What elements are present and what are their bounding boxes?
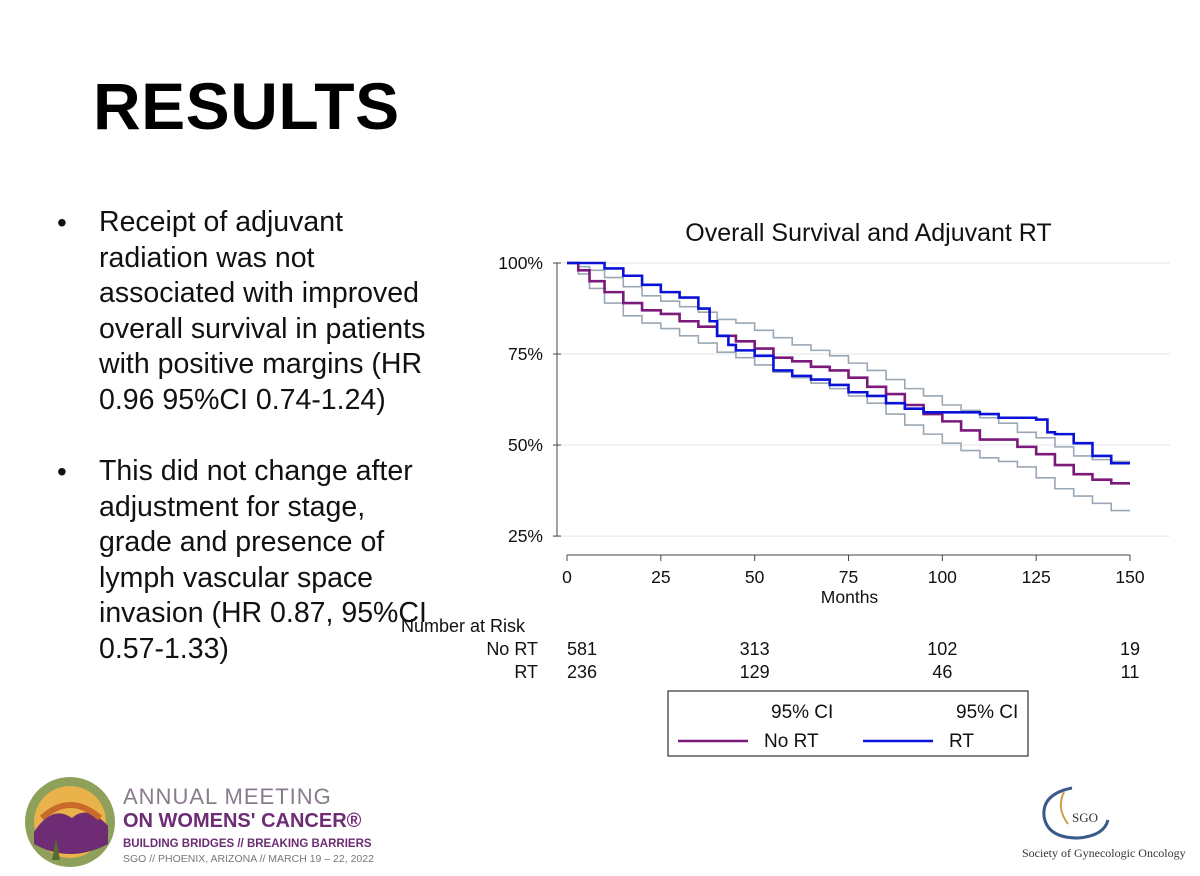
ci-lower-line (567, 262, 1130, 512)
x-tick-label: 150 (1115, 567, 1144, 587)
legend-label: RT (949, 731, 974, 752)
x-axis-label: Months (821, 587, 879, 607)
bullet-list: • Receipt of adjuvant radiation was not … (55, 205, 435, 703)
legend-ci-label: 95% CI (956, 702, 1018, 723)
sgo-logo: SGO (1020, 780, 1190, 870)
risk-value: 236 (567, 662, 597, 682)
risk-value: 313 (740, 639, 770, 659)
x-tick-label: 25 (651, 567, 670, 587)
legend-label: No RT (764, 731, 819, 752)
x-tick-label: 0 (562, 567, 572, 587)
x-tick-label: 100 (928, 567, 957, 587)
sgo-emblem-icon: SGO (1042, 786, 1110, 840)
survival-chart: Overall Survival and Adjuvant RT 100% 75% 5… (380, 205, 1170, 765)
bullet-text: Receipt of adjuvant radiation was not as… (99, 206, 426, 416)
meeting-line2: ON WOMENS' CANCER® (123, 810, 362, 832)
meeting-line3: BUILDING BRIDGES // BREAKING BARRIERS (123, 838, 372, 850)
bullet-text: This did not change after adjustment for… (99, 455, 427, 665)
bullet-dot-icon: • (57, 207, 67, 238)
meeting-line1: ANNUAL MEETING (123, 784, 332, 809)
sgo-abbrev: SGO (1072, 810, 1098, 825)
bullet-item: • Receipt of adjuvant radiation was not … (55, 205, 435, 418)
meeting-logo (22, 774, 362, 870)
risk-value: 102 (927, 639, 957, 659)
bullet-dot-icon: • (57, 456, 67, 487)
meeting-emblem-icon (25, 777, 115, 867)
y-tick-label: 75% (508, 344, 543, 364)
x-tick-label: 75 (839, 567, 858, 587)
risk-value: 129 (740, 662, 770, 682)
meeting-line4: SGO // PHOENIX, ARIZONA // MARCH 19 – 22… (123, 853, 374, 865)
y-tick-label: 50% (508, 435, 543, 455)
y-tick-label: 25% (508, 526, 543, 546)
y-tick-label: 100% (498, 253, 543, 273)
risk-table-label: Number at Risk (401, 616, 526, 636)
chart-title: Overall Survival and Adjuvant RT (685, 219, 1051, 247)
ci-upper-line (567, 262, 1130, 463)
survival-chart-svg: Overall Survival and Adjuvant RT 100% 75% 5… (401, 219, 1170, 757)
risk-value: 19 (1120, 639, 1140, 659)
risk-value: 11 (1121, 662, 1140, 682)
bullet-item: • This did not change after adjustment f… (55, 454, 435, 667)
sgo-name: Society of Gynecologic Oncology (1022, 846, 1186, 860)
risk-row-name: No RT (486, 639, 538, 659)
series-line-no-rt (567, 261, 1130, 485)
risk-row-name: RT (514, 662, 538, 682)
risk-value: 46 (932, 662, 952, 682)
x-tick-label: 125 (1022, 567, 1051, 587)
risk-value: 581 (567, 639, 597, 659)
legend-ci-label: 95% CI (771, 702, 833, 723)
series-line-rt (567, 261, 1130, 465)
x-tick-label: 50 (745, 567, 765, 587)
slide-title: RESULTS (93, 69, 400, 143)
legend-box (667, 690, 1029, 757)
